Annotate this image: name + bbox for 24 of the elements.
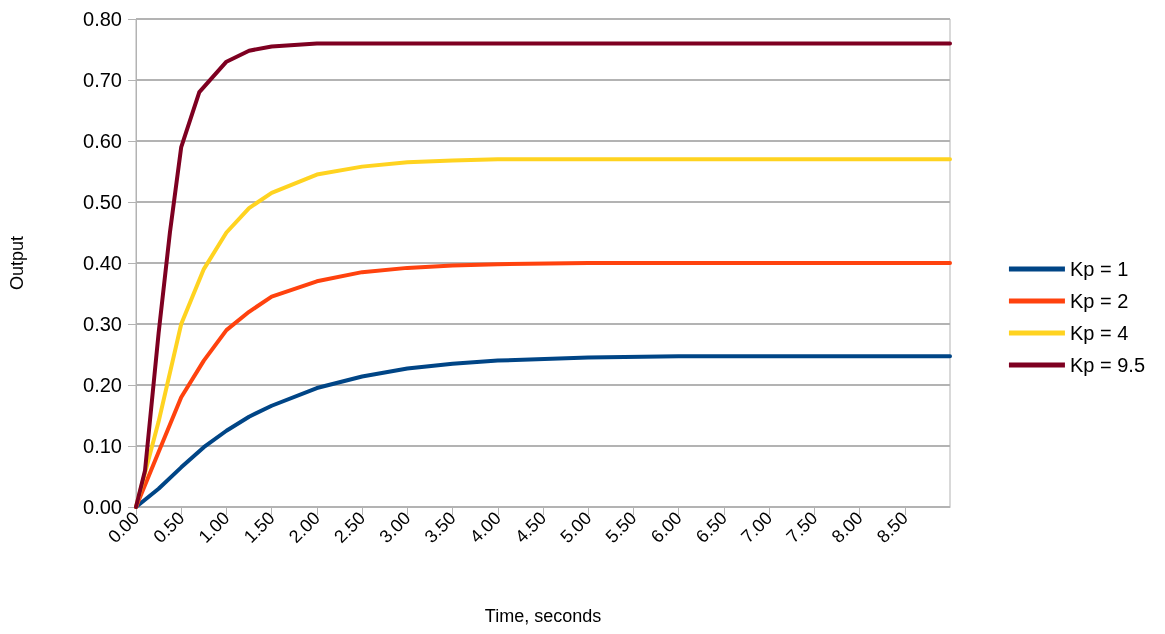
y-tick-label: 0.40: [83, 252, 122, 274]
legend-label: Kp = 1: [1069, 258, 1129, 280]
x-tick-label: 6.00: [646, 507, 686, 547]
x-tick-label: 4.00: [465, 507, 505, 547]
x-tick-label: 8.00: [827, 507, 867, 547]
legend-label: Kp = 2: [1069, 290, 1129, 312]
x-tick-label: 6.50: [692, 507, 731, 547]
y-tick-label: 0.50: [83, 191, 122, 213]
x-tick-label: 7.50: [782, 507, 822, 547]
legend-label: Kp = 4: [1069, 322, 1129, 344]
x-tick-label: 7.00: [737, 507, 777, 547]
x-tick-label: 8.50: [872, 507, 912, 547]
y-tick-label: 0.10: [83, 435, 122, 457]
y-tick-label: 0.80: [83, 8, 122, 30]
y-tick-label: 0.60: [83, 130, 122, 152]
x-tick-label: 4.50: [511, 507, 551, 547]
y-tick-label: 0.30: [83, 313, 122, 335]
legend-label: Kp = 9.5: [1069, 354, 1145, 376]
x-tick-label: 0.50: [149, 507, 189, 547]
y-tick-label: 0.70: [83, 69, 122, 91]
x-axis-title: Time, seconds: [484, 606, 602, 626]
y-tick-label: 0.20: [83, 374, 122, 396]
x-tick-label: 3.00: [375, 507, 415, 547]
y-axis-title: Output: [7, 235, 27, 291]
